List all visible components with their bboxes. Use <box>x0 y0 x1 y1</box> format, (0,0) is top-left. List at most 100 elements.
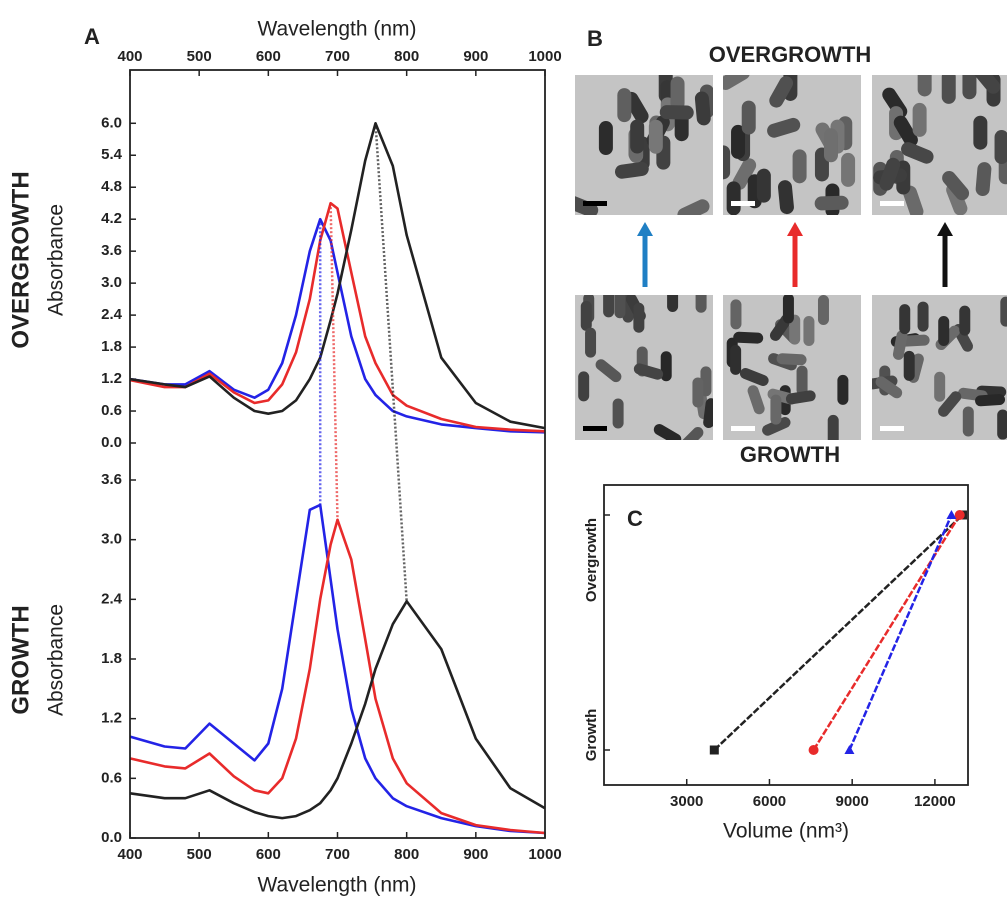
rod <box>769 76 794 108</box>
rod <box>997 409 1007 440</box>
rod <box>733 331 764 344</box>
x-tick-label: 900 <box>463 48 488 65</box>
rod <box>841 152 856 187</box>
rod <box>723 145 731 180</box>
rod <box>747 385 765 415</box>
rod <box>677 199 710 215</box>
rod <box>678 427 704 440</box>
rod <box>917 75 932 97</box>
rod <box>938 315 950 346</box>
x-tick-label: 9000 <box>835 793 868 810</box>
rod <box>1000 296 1007 327</box>
y-tick-label: 4.2 <box>101 210 122 227</box>
rod <box>739 368 769 386</box>
rod <box>617 88 632 123</box>
rod <box>917 301 929 332</box>
panel-label: B <box>587 26 603 51</box>
x-tick-label: 1000 <box>528 846 561 863</box>
rod <box>648 119 663 154</box>
rod <box>670 76 685 111</box>
rod <box>612 398 624 429</box>
rod <box>732 158 757 190</box>
rod <box>777 180 794 215</box>
rod <box>973 75 1001 94</box>
rod <box>962 406 974 437</box>
scale-bar <box>731 426 755 431</box>
rod <box>994 130 1007 165</box>
rod <box>879 157 901 191</box>
x-tick-label: 12000 <box>914 793 956 810</box>
x-axis-title: Wavelength (nm) <box>257 18 416 41</box>
spectrum-line <box>129 201 546 433</box>
rod <box>912 102 927 137</box>
rod <box>614 161 649 179</box>
rod <box>770 394 782 425</box>
marker <box>946 510 957 519</box>
scale-bar <box>880 201 904 206</box>
rod <box>827 414 839 440</box>
rod <box>782 295 794 324</box>
side-label: GROWTH <box>7 605 34 714</box>
y-tick-label: 1.8 <box>101 338 122 355</box>
x-tick-label: 700 <box>325 846 350 863</box>
rod <box>660 351 672 382</box>
x-tick-label: 400 <box>117 846 142 863</box>
rod <box>837 374 849 405</box>
rod <box>585 327 597 358</box>
x-tick-label: 700 <box>325 48 350 65</box>
x-tick-label: 600 <box>256 846 281 863</box>
rod <box>730 344 742 375</box>
rod <box>762 417 791 436</box>
rod <box>633 302 645 333</box>
rod <box>767 117 801 138</box>
y-tick-label: 4.8 <box>101 178 122 195</box>
x-tick-label: 1000 <box>528 48 561 65</box>
rod <box>814 195 849 211</box>
rod <box>893 115 918 147</box>
rod <box>875 376 903 399</box>
tem-images <box>575 75 1007 440</box>
rod <box>796 365 808 396</box>
x-tick-label: 600 <box>256 48 281 65</box>
rod <box>741 100 756 135</box>
plot-frame <box>129 69 546 839</box>
rod <box>723 75 750 91</box>
y-tick-label: 3.6 <box>101 242 122 259</box>
y-tick-label: 1.8 <box>101 650 122 667</box>
rod <box>785 390 816 405</box>
rod <box>903 350 915 381</box>
arrow-head <box>937 222 953 236</box>
y-tick-label: 0.0 <box>101 829 122 846</box>
spectrum-line <box>129 518 546 835</box>
x-tick-label: 6000 <box>753 793 786 810</box>
rod <box>614 295 626 319</box>
spectrum-line <box>129 122 546 430</box>
marker <box>844 745 855 754</box>
y-tick-label: 5.4 <box>101 146 123 163</box>
x-tick-label: 500 <box>187 48 212 65</box>
rod <box>578 371 590 402</box>
x-tick-label: 800 <box>394 48 419 65</box>
rod <box>975 162 992 197</box>
y-axis-title: Absorbance <box>45 204 68 316</box>
rod <box>659 105 694 120</box>
y-tick-label: 0.0 <box>101 434 122 451</box>
rod <box>595 359 622 383</box>
x-tick-label: 900 <box>463 846 488 863</box>
y-tick-label: 6.0 <box>101 114 122 131</box>
rod <box>726 181 741 215</box>
rod <box>959 305 971 336</box>
tem-image <box>575 75 713 215</box>
rod <box>603 295 615 318</box>
marker <box>709 745 719 755</box>
spectrum-line <box>129 599 546 820</box>
scale-bar <box>731 201 755 206</box>
spectrum-line <box>129 503 546 835</box>
rod <box>703 398 713 429</box>
slope-line <box>713 514 964 751</box>
rod <box>903 185 924 215</box>
y-category-label: Growth <box>583 709 600 762</box>
marker <box>808 745 819 755</box>
tem-image <box>872 75 1007 215</box>
